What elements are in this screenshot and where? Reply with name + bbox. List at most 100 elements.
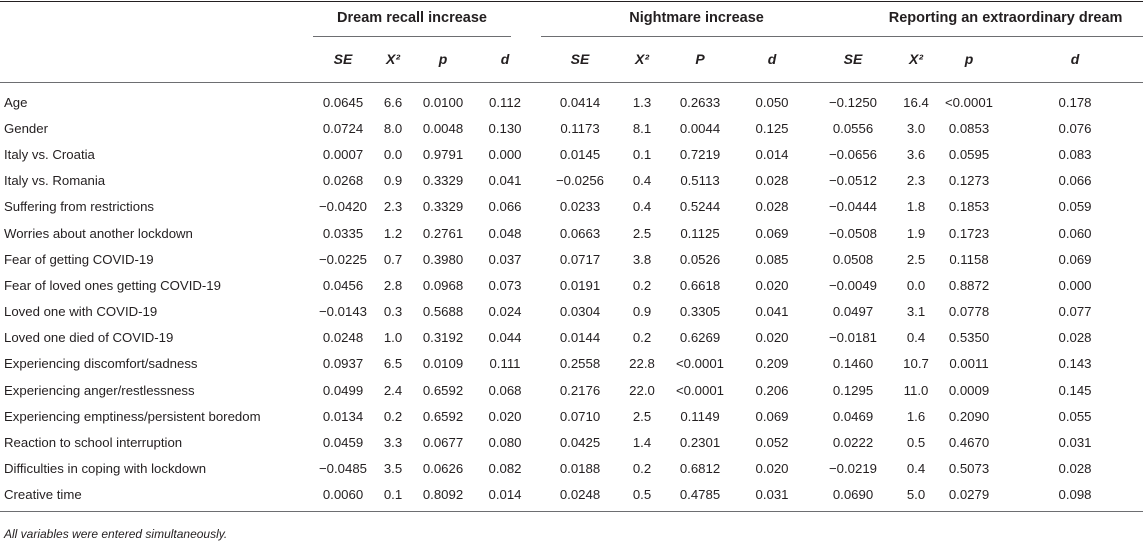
table-cell: 0.6592: [422, 382, 464, 398]
table-cell: 0.0: [906, 277, 926, 293]
table-cell: 0.031: [1058, 435, 1092, 451]
table-cell: 0.5: [906, 435, 926, 451]
table-cell: 0.0248: [559, 487, 601, 503]
subheader-x2-1: X²: [386, 51, 400, 67]
table-cell: 0.0677: [422, 435, 464, 451]
table-cell: 0.028: [1058, 461, 1092, 477]
table-cell: 0.3329: [422, 173, 464, 189]
table-cell: 0.024: [488, 304, 522, 320]
table-cell: 3.5: [383, 461, 403, 477]
table-cell: 6.5: [383, 356, 403, 372]
row-label: Gender: [4, 120, 48, 136]
table-row: Reaction to school interruption 0.0459 3.3…: [0, 429, 1143, 455]
table-cell: 0.0109: [422, 356, 464, 372]
table-cell: 0.0304: [559, 304, 601, 320]
row-label: Italy vs. Croatia: [4, 146, 95, 162]
table-cell: 0.000: [488, 146, 522, 162]
table-bottom-rule: [0, 511, 1143, 512]
table-cell: 0.0191: [559, 277, 601, 293]
table-row: Worries about another lockdown 0.0335 1.2 0…: [0, 220, 1143, 246]
group-header-extraordinary: Reporting an extraordinary dream: [852, 0, 1143, 37]
table-cell: <0.0001: [944, 94, 994, 110]
table-cell: 0.0335: [322, 225, 364, 241]
table-cell: 0.5113: [680, 173, 720, 189]
table-cell: 1.0: [383, 330, 403, 346]
table-cell: 16.4: [903, 94, 929, 110]
table-cell: −0.0420: [318, 199, 368, 215]
table-cell: 0.0425: [559, 435, 601, 451]
table-cell: −0.1250: [828, 94, 878, 110]
table-cell: 0.0134: [322, 408, 364, 424]
table-cell: 0.044: [488, 330, 522, 346]
table-cell: 2.3: [383, 199, 403, 215]
table-cell: 0.0222: [832, 435, 874, 451]
table-cell: 0.0710: [559, 408, 601, 424]
table-cell: 0.037: [488, 251, 522, 267]
table-cell: 0.066: [1058, 173, 1092, 189]
row-label: Experiencing emptiness/persistent boredo…: [4, 408, 261, 424]
row-label: Suffering from restrictions: [4, 199, 155, 215]
table-cell: −0.0444: [828, 199, 878, 215]
table-footnote: All variables were entered simultaneousl…: [4, 527, 228, 541]
table-cell: 1.3: [632, 94, 652, 110]
table-cell: 0.0011: [949, 356, 989, 372]
table-cell: 0.1273: [948, 173, 990, 189]
table-cell: 0.143: [1058, 356, 1092, 372]
table-cell: 0.130: [488, 120, 522, 136]
data-table: SE X² p d SE X² P d SE X² p d: [0, 36, 1143, 82]
table-cell: 0.066: [488, 199, 522, 215]
table-cell: 0.1: [632, 146, 652, 162]
table-cell: 0.077: [1058, 304, 1092, 320]
table-cell: 0.4: [906, 461, 926, 477]
table-cell: 2.3: [906, 173, 926, 189]
table-row: Italy vs. Croatia 0.0007 0.0 0.9791 0.000 0.0…: [0, 141, 1143, 167]
table-cell: 0.6812: [679, 461, 721, 477]
table-cell: 0.1853: [948, 199, 990, 215]
table-cell: <0.0001: [675, 382, 725, 398]
table-cell: 0.9: [632, 304, 652, 320]
table-cell: 3.3: [383, 435, 403, 451]
row-label: Worries about another lockdown: [4, 225, 193, 241]
body-table: Age 0.0645 6.6 0.0100 0.112 0.0414 1.3 0.2633 0.…: [0, 89, 1143, 508]
table-row: Loved one with COVID-19 −0.0143 0.3 0.5688 0…: [0, 299, 1143, 325]
table-cell: 0.2: [632, 330, 652, 346]
table-cell: 0.4: [632, 173, 652, 189]
table-row: Loved one died of COVID-19 0.0248 1.0 0.319…: [0, 325, 1143, 351]
table-cell: 0.0060: [322, 487, 364, 503]
row-label: Reaction to school interruption: [4, 435, 183, 451]
table-cell: −0.0225: [318, 251, 368, 267]
table-cell: 0.020: [755, 330, 789, 346]
table-cell: 0.1723: [948, 225, 990, 241]
table-cell: 0.0968: [422, 277, 464, 293]
table-cell: 0.2761: [422, 225, 464, 241]
table-cell: 0.1: [383, 487, 403, 503]
table-cell: 5.0: [906, 487, 926, 503]
table-row: Age 0.0645 6.6 0.0100 0.112 0.0414 1.3 0.2633 0.…: [0, 89, 1143, 115]
table-row: Fear of loved ones getting COVID-19 0.045…: [0, 272, 1143, 298]
table-cell: 1.2: [383, 225, 403, 241]
table-cell: 0.0007: [322, 146, 364, 162]
table-cell: −0.0256: [555, 173, 605, 189]
table-cell: 0.6592: [422, 408, 464, 424]
table-cell: 0.0279: [948, 487, 990, 503]
table-cell: 0.0469: [832, 408, 874, 424]
table-cell: 0.5: [632, 487, 652, 503]
row-label: Italy vs. Romania: [4, 173, 106, 189]
results-table: Dream recall increase Nightmare increase…: [0, 0, 1143, 37]
table-cell: 0.028: [755, 173, 789, 189]
table-cell: 0.073: [488, 277, 522, 293]
table-cell: 0.020: [755, 277, 789, 293]
table-cell: 0.3192: [422, 330, 464, 346]
table-cell: 0.8872: [948, 277, 990, 293]
table-cell: 0.125: [755, 120, 789, 136]
table-cell: 0.3980: [422, 251, 464, 267]
table-cell: −0.0656: [828, 146, 878, 162]
table-cell: 0.0: [383, 146, 403, 162]
table-cell: 0.0663: [559, 225, 601, 241]
group-header-dream-recall: Dream recall increase: [313, 0, 511, 37]
table-cell: 22.8: [629, 356, 655, 372]
subheader-x2-3: X²: [909, 51, 923, 67]
table-cell: 1.4: [632, 435, 652, 451]
table-cell: 0.2: [632, 461, 652, 477]
row-label: Age: [4, 94, 28, 110]
